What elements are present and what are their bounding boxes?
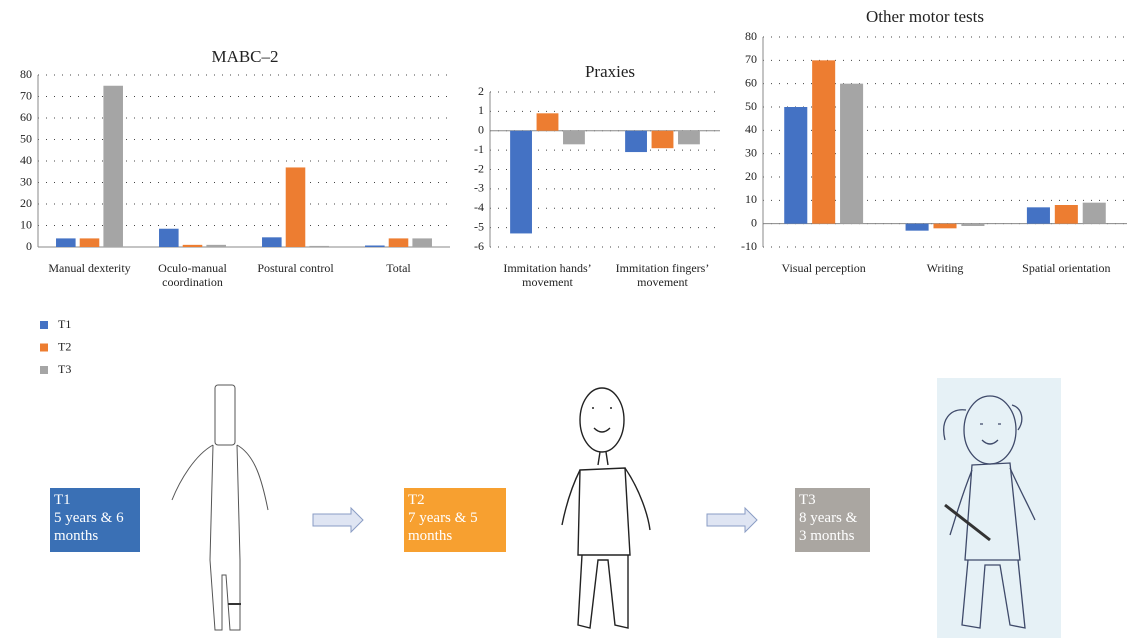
bar	[103, 85, 123, 247]
y-tick-label: 10	[20, 217, 32, 231]
bar	[510, 130, 532, 234]
timeline-box: T2 7 years & 5 months	[404, 488, 506, 552]
timeline-label: T2	[408, 492, 425, 508]
y-tick-label: 1	[478, 103, 484, 117]
y-tick-label: 30	[20, 174, 32, 188]
timeline-age: 7 years & 5 months	[408, 510, 478, 544]
bar	[784, 107, 808, 224]
x-label-box: Total	[386, 261, 411, 275]
bar	[563, 130, 585, 145]
child-drawing	[561, 387, 651, 629]
x-tick-label: Writing	[926, 261, 964, 275]
y-tick-label: 70	[20, 88, 32, 102]
x-label-box: Manual dexterity	[48, 261, 131, 275]
bar	[365, 245, 385, 247]
y-tick-label: 0	[26, 239, 32, 253]
bar	[159, 228, 179, 247]
x-label-box: Writing	[926, 261, 964, 275]
y-tick-label: 0	[478, 123, 484, 137]
x-label-box: Immitation hands’ movement	[503, 261, 592, 289]
y-tick-label: 20	[745, 169, 757, 183]
bar	[905, 223, 929, 231]
y-tick-label: 60	[745, 75, 757, 89]
y-tick-label: 30	[745, 145, 757, 159]
bar	[651, 130, 674, 149]
bar	[1026, 207, 1050, 224]
x-tick-label: Manual dexterity	[48, 261, 131, 275]
x-tick-label: Total	[386, 261, 411, 275]
y-tick-label: 10	[745, 192, 757, 206]
bar	[933, 223, 957, 229]
bar	[678, 130, 700, 145]
x-label-box: Oculo-manual coordination	[158, 261, 227, 289]
y-tick-label: 50	[745, 99, 757, 113]
bar	[309, 245, 329, 247]
bar	[1082, 202, 1106, 224]
x-tick-label: Spatial orientation	[1022, 261, 1111, 275]
bar	[182, 244, 203, 247]
legend-swatch	[40, 343, 48, 352]
y-tick-label: 70	[745, 52, 757, 66]
bar	[206, 244, 226, 247]
x-label-box: Postural control	[257, 261, 334, 275]
bar	[412, 238, 432, 247]
bar	[625, 130, 647, 153]
timeline-box: T3 8 years & 3 months	[795, 488, 870, 552]
timeline-age: 8 years & 3 months	[799, 510, 858, 544]
legend-label: T2	[58, 339, 71, 353]
y-tick-label: 60	[20, 110, 32, 124]
y-tick-label: -4	[474, 200, 484, 214]
legend-swatch	[40, 321, 48, 329]
timeline-age: 5 years & 6 months	[54, 510, 124, 544]
bar	[56, 238, 76, 247]
x-label-box: Immitation fingers’ movement	[615, 261, 710, 289]
timeline-label: T1	[54, 492, 71, 508]
bar	[840, 83, 864, 224]
bar	[79, 238, 100, 247]
drawing-background	[937, 378, 1061, 638]
x-tick-label: Postural control	[257, 261, 334, 275]
y-tick-label: 0	[751, 215, 757, 229]
bar	[812, 60, 836, 224]
x-tick-label: Oculo-manual coordination	[158, 261, 227, 289]
x-tick-label: Immitation hands’ movement	[503, 261, 592, 289]
y-tick-label: 40	[20, 153, 32, 167]
legend-label: T1	[58, 317, 71, 331]
y-tick-label: -5	[474, 219, 484, 233]
timeline-label: T3	[799, 492, 816, 508]
y-tick-label: -10	[741, 239, 757, 253]
y-tick-label: -1	[474, 142, 484, 156]
y-tick-label: 50	[20, 131, 32, 145]
bar	[961, 223, 985, 226]
bar	[388, 238, 409, 247]
bar	[262, 237, 282, 247]
x-tick-label: Visual perception	[781, 261, 866, 275]
y-tick-label: 80	[745, 29, 757, 43]
y-tick-label: -6	[474, 239, 484, 253]
y-tick-label: 2	[478, 84, 484, 98]
y-tick-label: 40	[745, 122, 757, 136]
child-drawing	[171, 384, 269, 631]
child-drawing	[943, 395, 1036, 629]
legend-swatch	[40, 366, 48, 374]
y-tick-label: -3	[474, 181, 484, 195]
x-label-box: Spatial orientation	[1022, 261, 1111, 275]
chart-title: MABC–2	[211, 47, 278, 66]
bar	[1054, 205, 1078, 224]
arrow	[706, 506, 758, 534]
bar	[536, 113, 559, 131]
y-tick-label: 80	[20, 67, 32, 81]
legend-label: T3	[58, 362, 71, 376]
y-tick-label: -2	[474, 161, 484, 175]
bar	[285, 167, 306, 247]
x-tick-label: Immitation fingers’ movement	[615, 261, 710, 289]
y-tick-label: 20	[20, 196, 32, 210]
chart-title: Praxies	[585, 62, 635, 81]
timeline-box: T1 5 years & 6 months	[50, 488, 140, 552]
arrow	[312, 506, 364, 534]
x-label-box: Visual perception	[781, 261, 866, 275]
chart-title: Other motor tests	[866, 7, 984, 26]
